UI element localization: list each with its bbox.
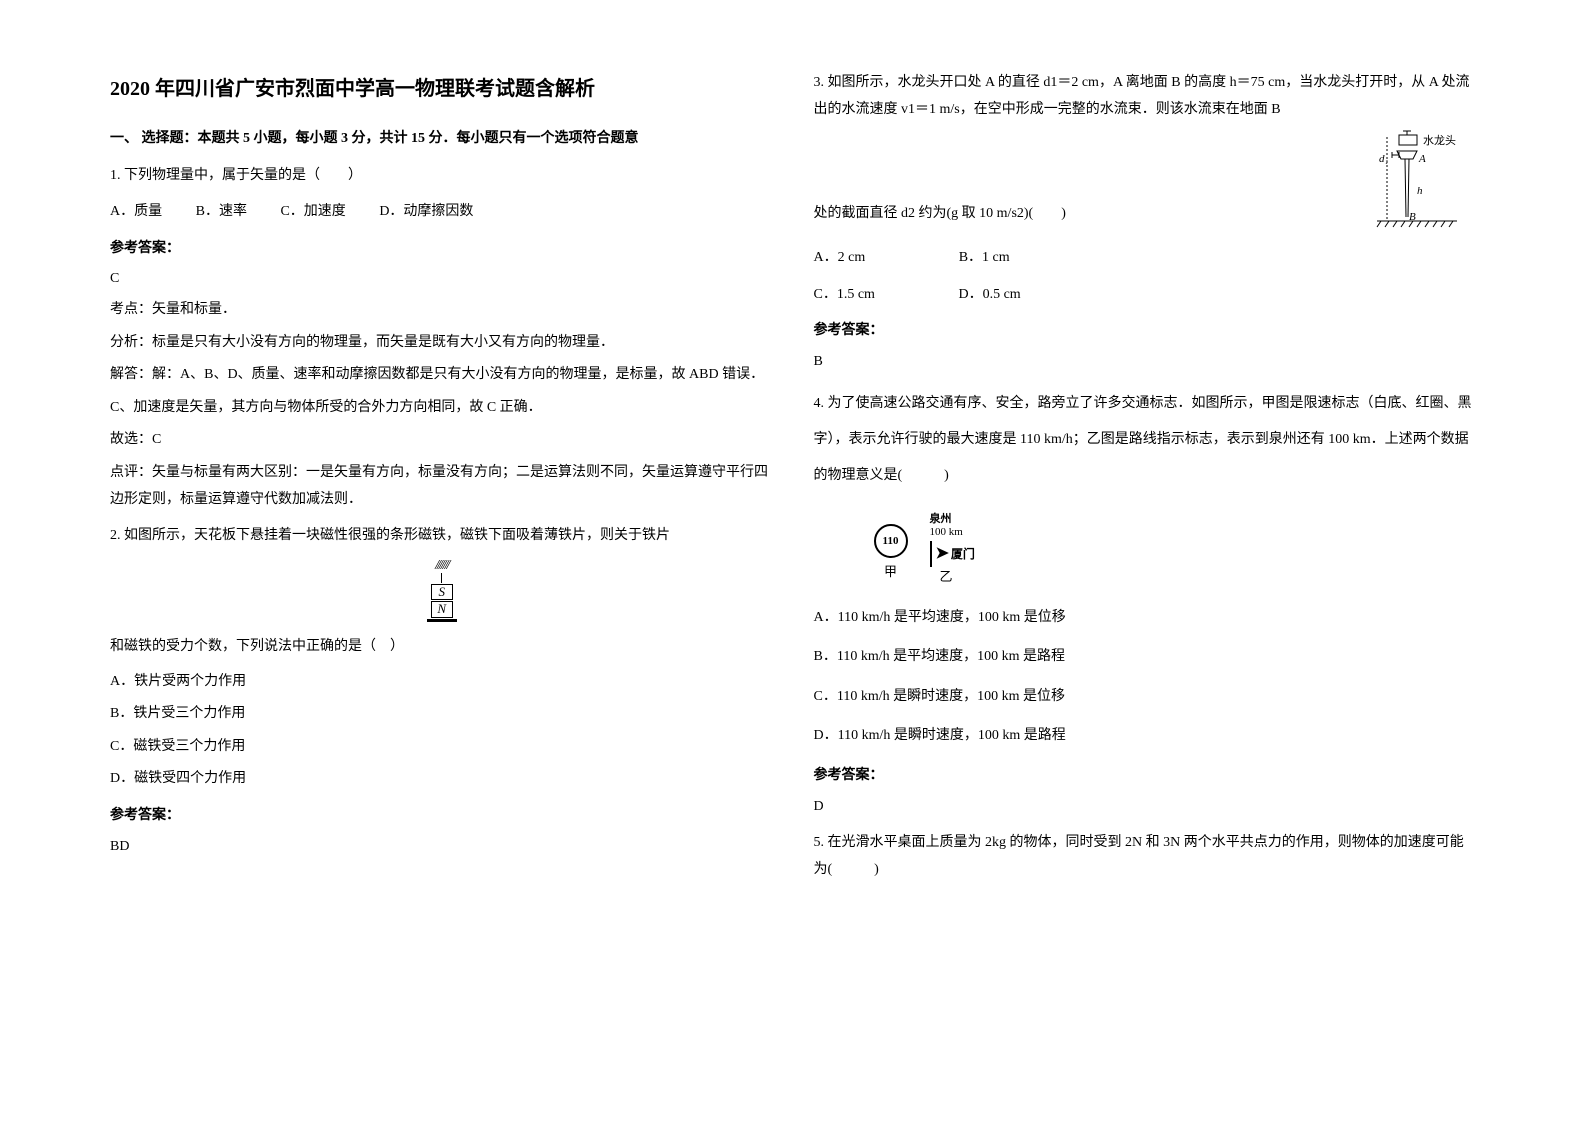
caption-yi: 乙 xyxy=(940,569,975,585)
left-column: 2020 年四川省广安市烈面中学高一物理联考试题含解析 一、 选择题：本题共 5… xyxy=(90,70,794,1092)
q4-opt-c: C．110 km/h 是瞬时速度，100 km 是位移 xyxy=(814,680,1478,714)
label-h: h xyxy=(1417,181,1423,202)
label-B: B xyxy=(1409,207,1416,228)
q4-options: A．110 km/h 是平均速度，100 km 是位移 B．110 km/h 是… xyxy=(814,601,1478,753)
q2-opt-b: B．铁片受三个力作用 xyxy=(110,701,774,728)
q2-opt-d: D．磁铁受四个力作用 xyxy=(110,766,774,793)
q3-answer: B xyxy=(814,349,1478,376)
label-quanzhou: 泉州 xyxy=(930,513,975,526)
q3-options-row1: A．2 cm B．1 cm xyxy=(814,245,1478,272)
q2-opt-a: A．铁片受两个力作用 xyxy=(110,669,774,696)
q2-opt-c: C．磁铁受三个力作用 xyxy=(110,734,774,761)
q2-answer: BD xyxy=(110,834,774,861)
q1-opt-d: D．动摩擦因数 xyxy=(379,199,473,226)
q1-options: A．质量 B．速率 C．加速度 D．动摩擦因数 xyxy=(110,199,774,226)
page-title: 2020 年四川省广安市烈面中学高一物理联考试题含解析 xyxy=(110,70,774,108)
q4-opt-b: B．110 km/h 是平均速度，100 km 是路程 xyxy=(814,640,1478,674)
faucet-label: 水龙头 xyxy=(1423,131,1456,152)
arrow-right-icon: ➤ xyxy=(936,546,949,562)
q4-answer: D xyxy=(814,794,1478,821)
q3-stem-1: 3. 如图所示，水龙头开口处 A 的直径 d1＝2 cm，A 离地面 B 的高度… xyxy=(814,70,1478,123)
vertical-line-icon xyxy=(930,541,932,567)
q2-figure: /////// S N xyxy=(110,558,774,624)
q3-figure: 水龙头 A d₁ h B xyxy=(1337,129,1477,229)
magnet-s-pole: S xyxy=(431,584,453,600)
q1-exp-1: 分析：标量是只有大小没有方向的物理量，而矢量是既有大小又有方向的物理量． xyxy=(110,330,774,357)
label-xiamen: 厦门 xyxy=(951,547,975,561)
q5-stem: 5. 在光滑水平桌面上质量为 2kg 的物体，同时受到 2N 和 3N 两个水平… xyxy=(814,830,1478,883)
q1-answer: C xyxy=(110,266,774,293)
q2-stem: 2. 如图所示，天花板下悬挂着一块磁性很强的条形磁铁，磁铁下面吸着薄铁片，则关于… xyxy=(110,523,774,550)
q2-answer-heading: 参考答案： xyxy=(110,803,774,830)
q1-opt-a: A．质量 xyxy=(110,199,162,226)
q1-answer-heading: 参考答案： xyxy=(110,236,774,263)
right-column: 3. 如图所示，水龙头开口处 A 的直径 d1＝2 cm，A 离地面 B 的高度… xyxy=(794,70,1498,1092)
q3-opt-d: D．0.5 cm xyxy=(958,282,1020,309)
section-heading: 一、 选择题：本题共 5 小题，每小题 3 分，共计 15 分．每小题只有一个选… xyxy=(110,126,774,153)
q3-opt-c: C．1.5 cm xyxy=(814,282,875,309)
q3-opt-b: B．1 cm xyxy=(959,245,1010,272)
label-A: A xyxy=(1419,149,1426,170)
q1-opt-b: B．速率 xyxy=(196,199,247,226)
q1-exp-5: 点评：矢量与标量有两大区别：一是矢量有方向，标量没有方向；二是运算法则不同，矢量… xyxy=(110,460,774,513)
sign-speed-limit: 110 甲 xyxy=(874,524,908,585)
q4-opt-d: D．110 km/h 是瞬时速度，100 km 是路程 xyxy=(814,719,1478,753)
q1-stem: 1. 下列物理量中，属于矢量的是（ ） xyxy=(110,163,774,190)
label-d1: d₁ xyxy=(1379,149,1388,170)
string-icon xyxy=(441,573,442,583)
speed-limit-circle-icon: 110 xyxy=(874,524,908,558)
q3-answer-heading: 参考答案： xyxy=(814,318,1478,345)
label-distance: 100 km xyxy=(930,526,975,539)
q3-stem-2: 处的截面直径 d2 约为(g 取 10 m/s2)( ) xyxy=(814,201,1330,228)
iron-plate-icon xyxy=(427,619,457,622)
q1-exp-0: 考点：矢量和标量． xyxy=(110,297,774,324)
q3-opt-a: A．2 cm xyxy=(814,245,866,272)
q1-opt-c: C．加速度 xyxy=(280,199,345,226)
sign-direction: 泉州 100 km ➤ 厦门 乙 xyxy=(930,513,975,585)
q2-options: A．铁片受两个力作用 B．铁片受三个力作用 C．磁铁受三个力作用 D．磁铁受四个… xyxy=(110,669,774,793)
q4-stem: 4. 为了使高速公路交通有序、安全，路旁立了许多交通标志．如图所示，甲图是限速标… xyxy=(814,386,1478,495)
caption-jia: 甲 xyxy=(874,560,908,585)
ceiling-hatch-icon: /////// xyxy=(427,558,457,573)
q1-exp-2: 解答：解：A、B、D、质量、速率和动摩擦因数都是只有大小没有方向的物理量，是标量… xyxy=(110,362,774,389)
faucet-icon xyxy=(1337,129,1477,229)
q3-options-row2: C．1.5 cm D．0.5 cm xyxy=(814,282,1478,309)
magnet-n-pole: N xyxy=(431,601,453,617)
q1-exp-4: 故选：C xyxy=(110,427,774,454)
q2-stem-2: 和磁铁的受力个数，下列说法中正确的是（ ） xyxy=(110,634,774,661)
q4-figure: 110 甲 泉州 100 km ➤ 厦门 乙 xyxy=(874,513,975,585)
q4-answer-heading: 参考答案： xyxy=(814,763,1478,790)
q1-exp-3: C、加速度是矢量，其方向与物体所受的合外力方向相同，故 C 正确． xyxy=(110,395,774,422)
q4-opt-a: A．110 km/h 是平均速度，100 km 是位移 xyxy=(814,601,1478,635)
